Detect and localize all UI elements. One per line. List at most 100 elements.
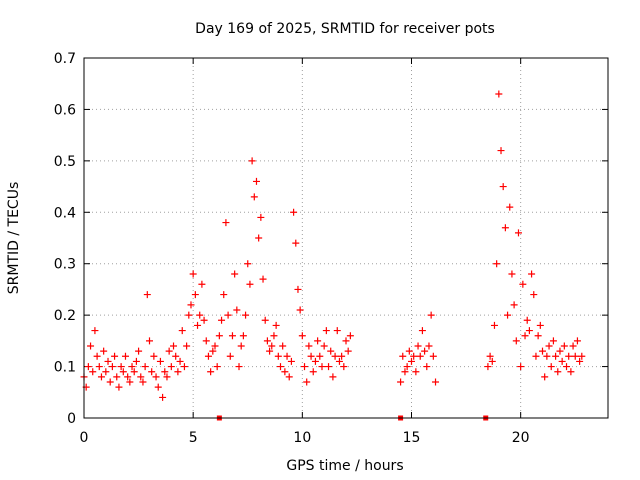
- data-point: [565, 352, 573, 360]
- data-point: [401, 368, 409, 376]
- x-tick-label: 0: [80, 430, 89, 446]
- data-point: [237, 342, 245, 350]
- data-point: [150, 352, 158, 360]
- data-point: [333, 327, 341, 335]
- data-point: [578, 352, 586, 360]
- data-point: [242, 311, 250, 319]
- data-point: [331, 352, 339, 360]
- data-point: [263, 337, 271, 345]
- data-point: [163, 373, 171, 381]
- data-point: [213, 363, 221, 371]
- data-point: [128, 363, 136, 371]
- data-point: [523, 316, 531, 324]
- data-point: [432, 378, 440, 386]
- data-point: [124, 373, 132, 381]
- data-point: [89, 368, 97, 376]
- data-point: [84, 363, 92, 371]
- data-point: [322, 327, 330, 335]
- data-point: [556, 347, 564, 355]
- data-point: [573, 337, 581, 345]
- data-point: [397, 378, 405, 386]
- data-point: [113, 373, 121, 381]
- data-point: [102, 368, 110, 376]
- data-point: [429, 352, 437, 360]
- axis-ticks: 0 0.1 0.2 0.3 0.4 0.5 0.6 0.7 0 5 10 15 20: [54, 51, 608, 446]
- data-point: [268, 342, 276, 350]
- data-point: [521, 332, 529, 340]
- data-point: [327, 347, 335, 355]
- data-point: [119, 368, 127, 376]
- data-point: [211, 342, 219, 350]
- data-point: [490, 321, 498, 329]
- data-point: [338, 352, 346, 360]
- data-point: [410, 352, 418, 360]
- data-point: [560, 342, 568, 350]
- data-point: [294, 285, 302, 293]
- y-tick-label: 0.4: [54, 205, 76, 221]
- data-point: [486, 352, 494, 360]
- data-point: [301, 363, 309, 371]
- data-point: [305, 342, 313, 350]
- data-point: [311, 357, 319, 365]
- data-point: [202, 337, 210, 345]
- data-point: [281, 368, 289, 376]
- data-point: [399, 352, 407, 360]
- data-point: [87, 342, 95, 350]
- data-point: [244, 260, 252, 268]
- data-point: [344, 347, 352, 355]
- data-point: [235, 363, 243, 371]
- data-point: [93, 352, 101, 360]
- data-point: [154, 383, 162, 391]
- data-point: [504, 311, 512, 319]
- data-point: [143, 291, 151, 299]
- data-point: [342, 337, 350, 345]
- data-point: [292, 239, 300, 247]
- data-point: [148, 368, 156, 376]
- data-point: [246, 280, 254, 288]
- data-point: [183, 342, 191, 350]
- data-point: [567, 368, 575, 376]
- data-point: [296, 306, 304, 314]
- data-point: [106, 378, 114, 386]
- y-tick-label: 0.1: [54, 360, 76, 376]
- data-point: [111, 352, 119, 360]
- data-point: [543, 352, 551, 360]
- x-tick-label: 15: [403, 430, 421, 446]
- data-point: [421, 347, 429, 355]
- data-point: [508, 270, 516, 278]
- x-axis-label: GPS time / hours: [286, 458, 403, 474]
- data-point: [209, 347, 217, 355]
- data-point: [250, 193, 258, 201]
- data-point: [228, 332, 236, 340]
- x-tick-label: 10: [293, 430, 311, 446]
- data-point: [314, 337, 322, 345]
- data-point: [418, 327, 426, 335]
- data-point: [215, 332, 223, 340]
- data-point: [484, 363, 492, 371]
- data-point: [303, 378, 311, 386]
- data-point: [104, 357, 112, 365]
- grid-lines: [84, 58, 608, 418]
- data-point: [200, 316, 208, 324]
- data-point: [554, 368, 562, 376]
- data-point: [224, 311, 232, 319]
- data-point: [517, 363, 525, 371]
- data-point: [218, 316, 226, 324]
- data-point: [499, 183, 507, 191]
- data-point: [549, 337, 557, 345]
- data-point: [563, 363, 571, 371]
- data-point: [132, 357, 140, 365]
- data-point: [172, 352, 180, 360]
- data-point: [552, 352, 560, 360]
- data-point: [283, 352, 291, 360]
- data-point: [405, 347, 413, 355]
- data-point: [222, 219, 230, 227]
- data-point: [528, 270, 536, 278]
- y-tick-label: 0: [67, 411, 76, 427]
- data-point: [539, 347, 546, 355]
- data-point: [198, 280, 206, 288]
- data-point: [270, 332, 278, 340]
- data-point: [187, 301, 195, 309]
- data-point: [510, 301, 518, 309]
